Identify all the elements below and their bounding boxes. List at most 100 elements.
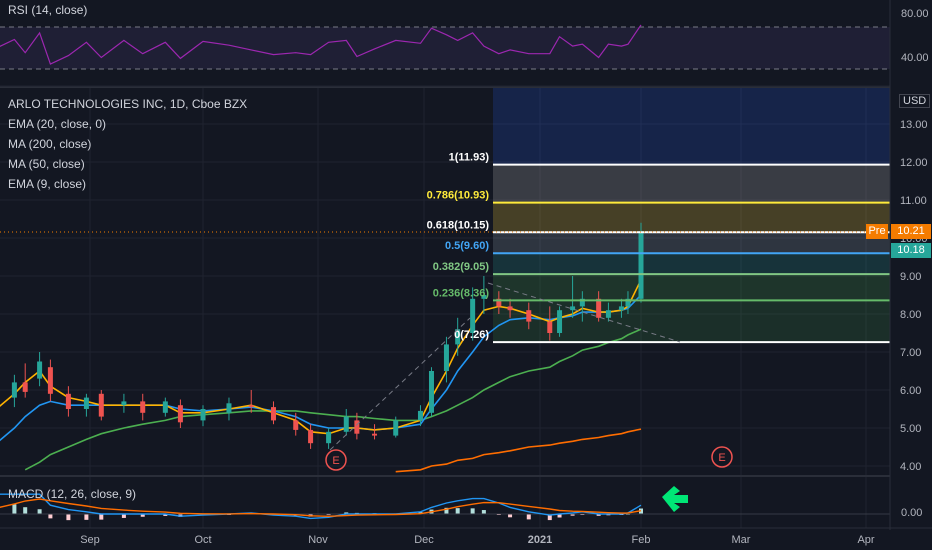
candle[interactable] xyxy=(22,363,28,398)
trend-line-rising[interactable] xyxy=(329,317,471,451)
candle[interactable] xyxy=(177,399,183,429)
fib-retracement[interactable]: 1(11.93) 0.786(10.93) 0.618(10.15) 0.5(9.60… xyxy=(427,152,890,344)
arrow-left-icon xyxy=(662,486,688,512)
candle[interactable] xyxy=(11,374,17,408)
candle[interactable] xyxy=(455,317,461,356)
rsi-pane[interactable] xyxy=(0,0,890,86)
candle[interactable] xyxy=(354,412,360,440)
candle[interactable] xyxy=(393,416,399,438)
macd-histogram-bar xyxy=(23,507,28,514)
fib-level-label: 0.786(10.93) xyxy=(427,190,490,202)
fib-level-label: 0.618(10.15) xyxy=(427,219,490,231)
fib-zone xyxy=(493,232,890,254)
candle[interactable] xyxy=(293,412,299,436)
macd-histogram-bar xyxy=(570,514,575,516)
candle[interactable] xyxy=(162,397,168,417)
candle[interactable] xyxy=(618,298,624,318)
rsi-band xyxy=(0,27,890,69)
study-ma200[interactable]: MA (200, close) xyxy=(8,137,92,151)
candle[interactable] xyxy=(200,405,206,427)
candle[interactable] xyxy=(625,291,631,314)
fib-level-label: 0.5(9.60) xyxy=(445,240,489,252)
candle[interactable] xyxy=(65,386,71,417)
candle[interactable] xyxy=(557,306,563,337)
candles[interactable] xyxy=(0,222,644,449)
study-ema20[interactable]: EMA (20, close, 0) xyxy=(8,117,107,131)
fib-zone xyxy=(493,274,890,301)
macd-histogram-bar xyxy=(455,508,460,514)
macd-histogram-bar xyxy=(596,514,601,516)
macd-histogram-bar xyxy=(163,514,168,516)
time-tick-label: Nov xyxy=(308,534,328,546)
rsi-label[interactable]: RSI (14, close) xyxy=(8,3,88,17)
earnings-marker-feb[interactable]: E xyxy=(711,446,733,468)
candle[interactable] xyxy=(37,352,43,387)
symbol-title[interactable]: ARLO TECHNOLOGIES INC, 1D, Cboe BZX xyxy=(8,97,248,111)
macd-pane[interactable] xyxy=(0,493,890,521)
macd-histogram-bar xyxy=(99,514,104,520)
candle[interactable] xyxy=(47,359,53,402)
macd-histogram-bar xyxy=(140,514,145,517)
candle[interactable] xyxy=(343,409,349,436)
candle[interactable] xyxy=(496,291,502,314)
candle[interactable] xyxy=(605,302,611,322)
fib-zone xyxy=(493,88,890,165)
last-price-badge: 10.18 xyxy=(891,243,931,258)
candle[interactable] xyxy=(481,276,487,314)
macd-histogram-bar xyxy=(48,514,53,519)
candle[interactable] xyxy=(98,390,104,421)
candle[interactable] xyxy=(579,291,585,322)
candle[interactable] xyxy=(417,405,423,427)
price-tick-label: 7.00 xyxy=(900,347,921,359)
grid-main xyxy=(0,85,890,528)
macd-histogram-bar xyxy=(557,514,562,518)
price-tick-label: 5.00 xyxy=(900,423,921,435)
candle[interactable] xyxy=(226,397,232,421)
candle[interactable] xyxy=(270,401,276,425)
candle[interactable] xyxy=(638,222,644,303)
candle[interactable] xyxy=(507,298,513,318)
fib-level-label: 1(11.93) xyxy=(449,152,490,164)
macd-histogram-bar xyxy=(84,514,89,520)
candle[interactable] xyxy=(596,291,602,322)
study-ema9[interactable]: EMA (9, close) xyxy=(8,177,87,191)
macd-histogram-bar xyxy=(121,514,126,518)
candle[interactable] xyxy=(547,306,553,341)
study-ma50[interactable]: MA (50, close) xyxy=(8,157,85,171)
time-axis[interactable]: Sep Oct Nov Dec 2021 Feb Mar Apr xyxy=(0,527,932,546)
pre-price-badge: 10.21 xyxy=(891,224,931,239)
earnings-marker-nov[interactable]: E xyxy=(325,449,347,471)
candle[interactable] xyxy=(470,287,476,341)
candle[interactable] xyxy=(83,393,89,417)
macd-histogram-bar xyxy=(444,507,449,514)
candle[interactable] xyxy=(308,424,314,449)
time-tick-label: Dec xyxy=(414,534,434,546)
price-tick-label: 12.00 xyxy=(900,157,928,169)
candle[interactable] xyxy=(526,302,532,330)
candle[interactable] xyxy=(443,336,449,383)
candle[interactable] xyxy=(372,424,378,440)
time-tick-label: Feb xyxy=(632,534,651,546)
macd-line xyxy=(0,493,642,520)
macd-histogram-bar xyxy=(37,509,42,514)
candle[interactable] xyxy=(428,367,434,417)
price-tick-label: 13.00 xyxy=(900,119,928,131)
trend-lines[interactable] xyxy=(329,282,681,451)
fib-zones xyxy=(493,88,890,343)
macd-histogram-bar xyxy=(526,514,531,520)
time-tick-label: Oct xyxy=(194,534,211,546)
candle[interactable] xyxy=(326,428,332,449)
time-tick-label: Apr xyxy=(857,534,874,546)
candle[interactable] xyxy=(248,390,254,413)
macd-tick-zero: 0.00 xyxy=(901,507,923,519)
currency-label[interactable]: USD xyxy=(899,94,931,108)
candle[interactable] xyxy=(121,393,127,413)
candle[interactable] xyxy=(570,276,576,318)
candle[interactable] xyxy=(140,393,146,421)
price-axis[interactable]: 13.0012.0011.0010.009.008.007.006.005.00… xyxy=(889,0,932,530)
trend-line-descending[interactable] xyxy=(487,282,681,343)
rsi-tick-40: 40.00 xyxy=(901,52,929,64)
macd-label[interactable]: MACD (12, 26, close, 9) xyxy=(8,487,137,501)
fib-zone xyxy=(493,202,890,233)
